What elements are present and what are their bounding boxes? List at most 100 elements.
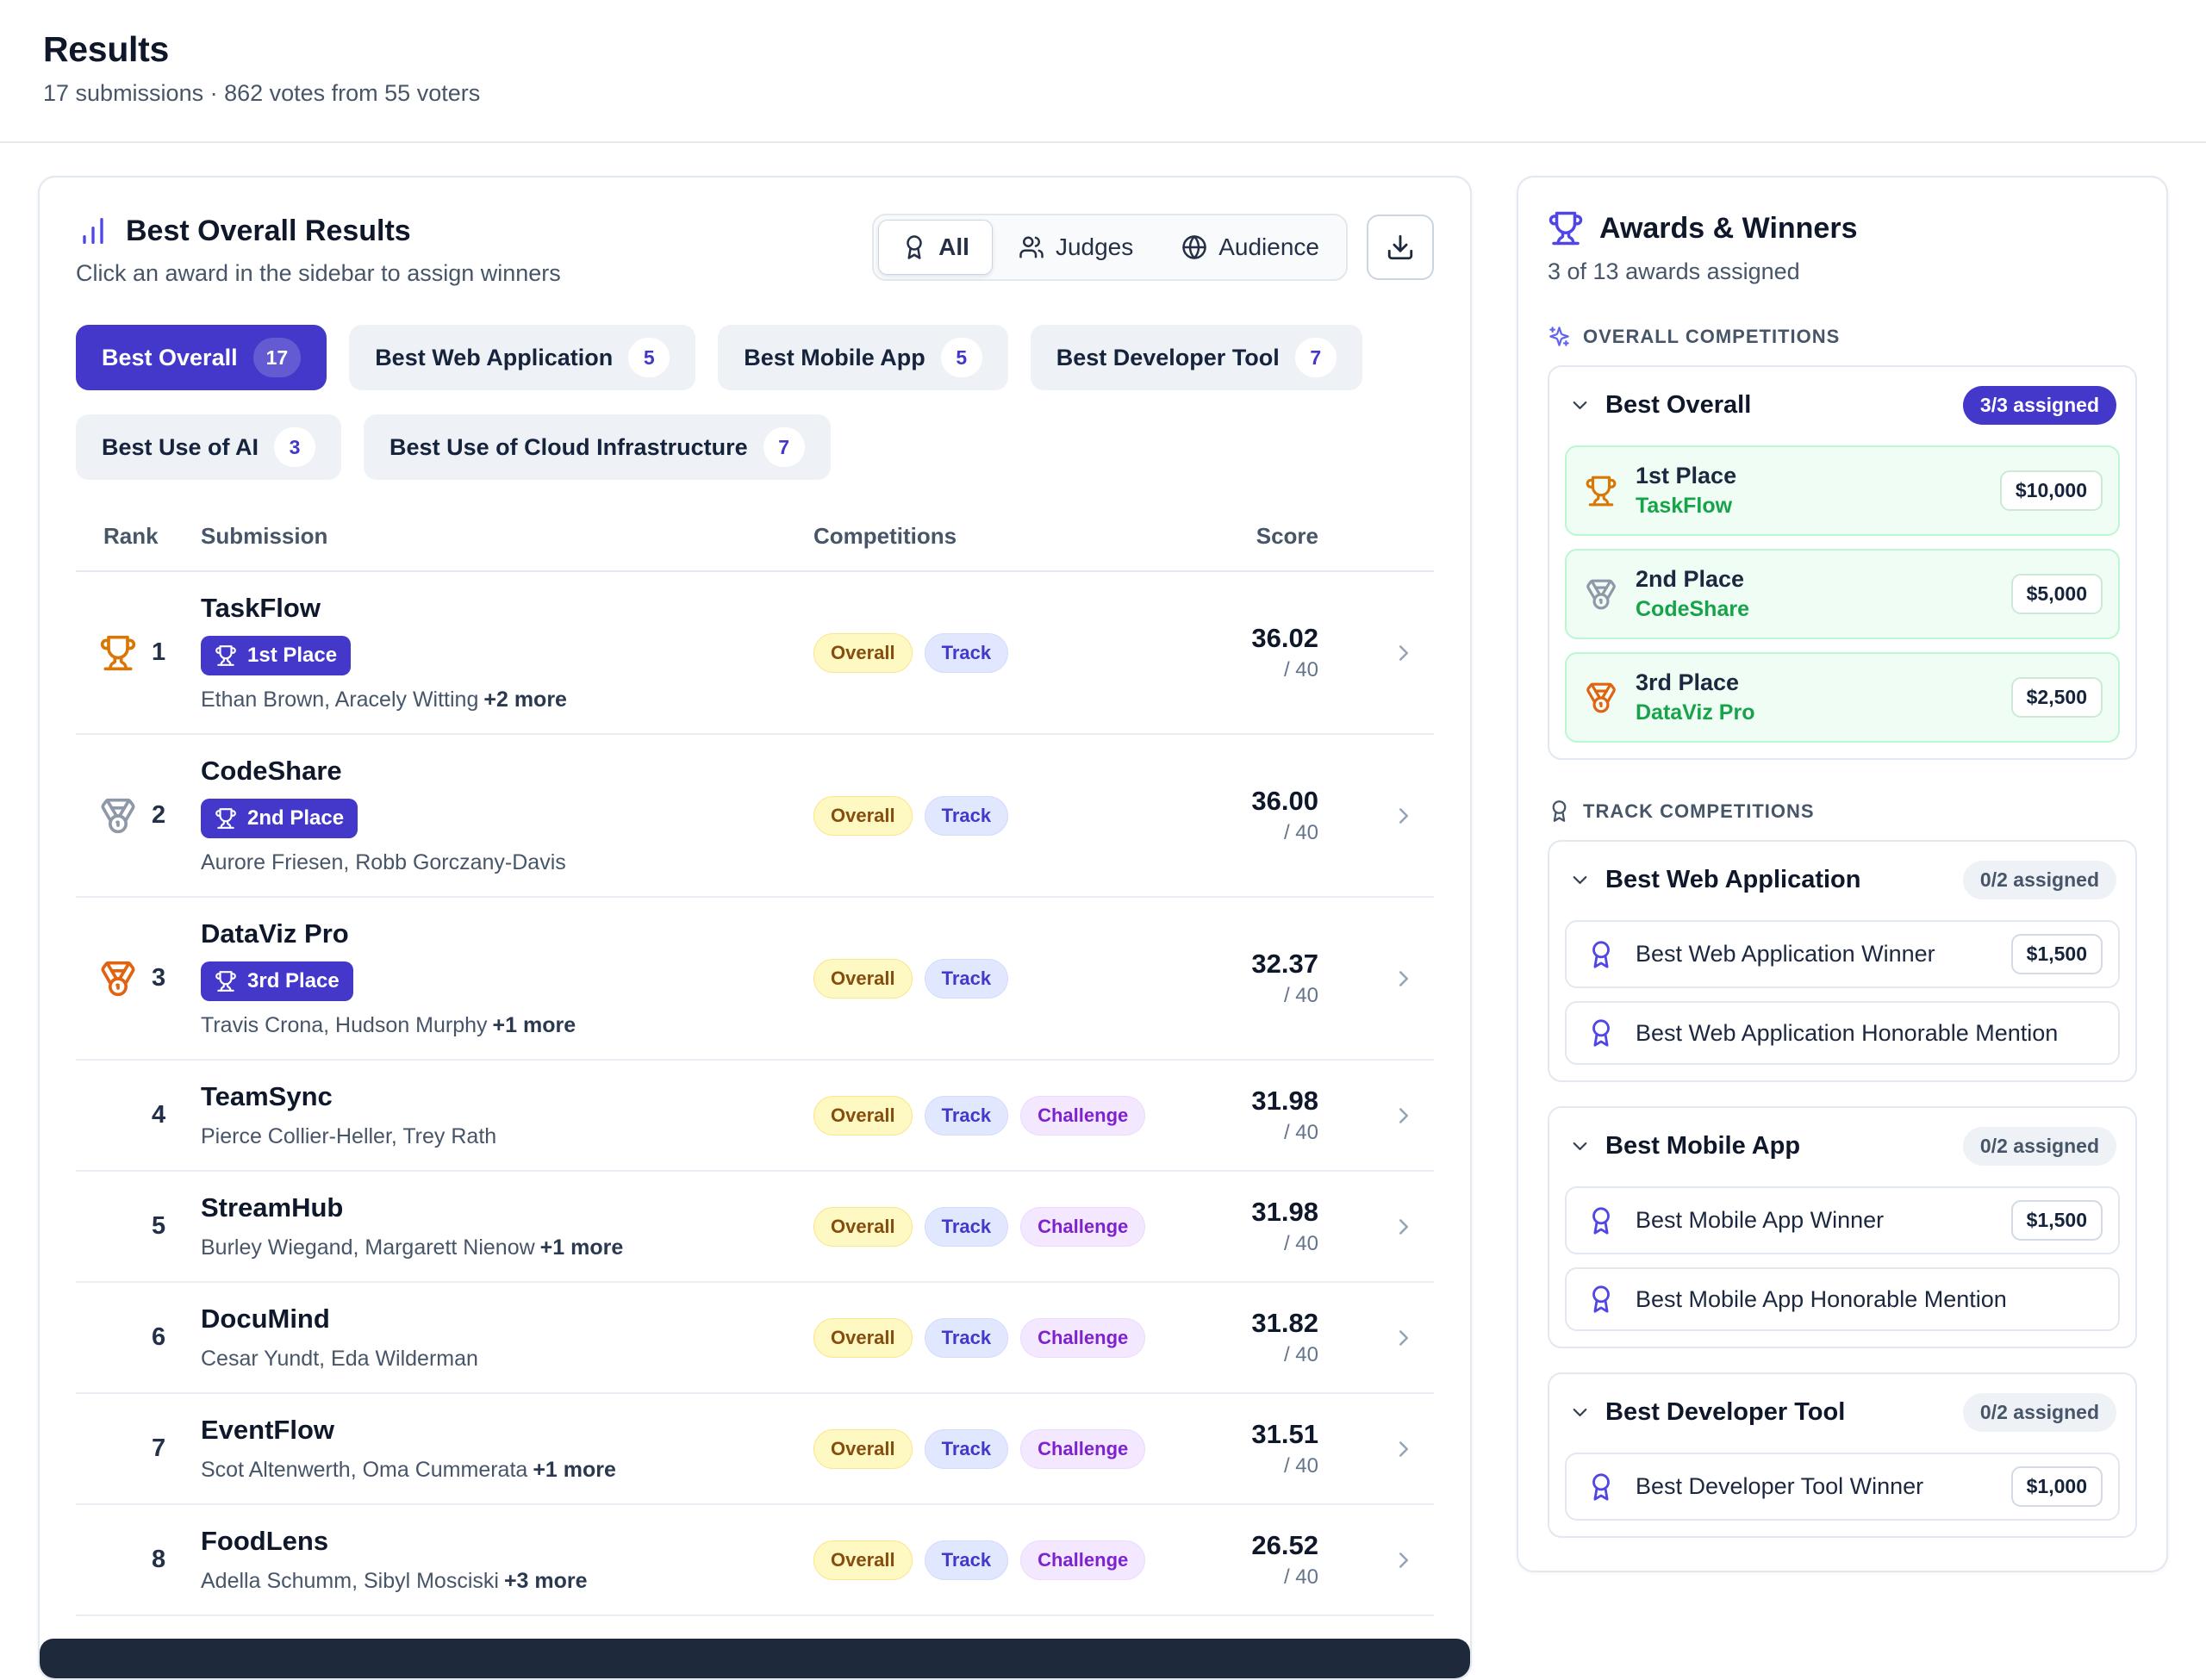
row-expand-button[interactable] [1374, 640, 1434, 666]
submission-name: DocuMind [201, 1304, 330, 1334]
trophy-icon [215, 645, 236, 666]
rank-medal-icon [98, 1540, 138, 1580]
award-winner: CodeShare [1636, 597, 1749, 621]
chevron-down-icon [1568, 394, 1592, 417]
award-group-header[interactable]: Best Web Application 0/2 assigned [1549, 842, 2135, 918]
award-list: 1st Place TaskFlow $10,000 [1549, 444, 2135, 758]
chevron-right-icon [1399, 1107, 1408, 1123]
row-expand-button[interactable] [1374, 803, 1434, 829]
award-item[interactable]: Best Web Application Winner $1,500 [1565, 920, 2120, 988]
toggle-option[interactable]: Judges [996, 220, 1156, 275]
table-row[interactable]: 7 EventFlow [76, 1394, 1434, 1505]
results-heading: Best Overall Results Click an award in t… [76, 214, 561, 287]
score-denominator: / 40 [1283, 1343, 1318, 1366]
award-item[interactable]: Best Mobile App Winner $1,500 [1565, 1186, 2120, 1254]
award-place: Best Mobile App Winner [1636, 1207, 1885, 1233]
rank-cell: 1 [76, 633, 201, 673]
filter-tab-label: Best Use of AI [102, 433, 259, 460]
filter-tab-count: 17 [252, 338, 302, 377]
rank-number: 5 [152, 1212, 166, 1240]
filter-tab-count: 5 [940, 338, 982, 377]
filter-tab[interactable]: Best Use of Cloud Infrastructure 7 [364, 414, 831, 480]
column-header-rank: Rank [103, 523, 159, 549]
team-names: Pierce Collier-Heller, Trey Rath [201, 1124, 497, 1148]
chevron-right-icon [1399, 1440, 1408, 1457]
submission-cell: DataViz Pro 3rd Place Travis Crona, Huds… [201, 918, 813, 1038]
award-list: Best Mobile App Winner $1,500 [1549, 1185, 2135, 1347]
filter-tab[interactable]: Best Mobile App 5 [718, 325, 1008, 390]
table-body: 1 TaskFlow 1st Place [76, 572, 1434, 1616]
filter-tab-count: 5 [628, 338, 670, 377]
filter-tab[interactable]: Best Overall 17 [76, 325, 327, 390]
award-icon [1582, 578, 1620, 611]
competitions-cell: Overall Track Challenge [813, 1540, 1193, 1580]
award-item[interactable]: 3rd Place DataViz Pro $2,500 [1565, 652, 2120, 743]
award-group: Best Web Application 0/2 assigned [1548, 840, 2137, 1082]
row-expand-button[interactable] [1374, 966, 1434, 992]
award-group: Best Overall 3/3 assigned [1548, 365, 2137, 760]
chevron-right-icon [1399, 970, 1408, 986]
competition-tag: Overall [813, 958, 913, 999]
award-icon [1582, 681, 1620, 714]
rank-cell: 5 [76, 1207, 201, 1247]
score-cell: 31.98 / 40 [1193, 1086, 1374, 1145]
section-label-text: TRACK COMPETITIONS [1583, 800, 1815, 822]
competition-tag: Challenge [1020, 1206, 1146, 1247]
team-names: Ethan Brown, Aracely Witting [201, 688, 479, 712]
table-row[interactable]: 8 FoodLens [76, 1505, 1434, 1616]
team-names: Aurore Friesen, Robb Gorczany-Davis [201, 850, 566, 874]
download-icon [1386, 233, 1415, 262]
filter-tab[interactable]: Best Use of AI 3 [76, 414, 342, 480]
prize-badge: $1,500 [2010, 1200, 2103, 1241]
score-value: 26.52 [1251, 1530, 1318, 1560]
award-item[interactable]: Best Web Application Honorable Mention [1565, 1001, 2120, 1065]
award-group-header[interactable]: Best Mobile App 0/2 assigned [1549, 1108, 2135, 1185]
submission-name: DataViz Pro [201, 918, 349, 949]
competition-tag: Track [924, 1206, 1009, 1247]
table-row[interactable]: 4 TeamSync [76, 1061, 1434, 1172]
awards-subtitle: 3 of 13 awards assigned [1548, 258, 1800, 284]
score-cell: 32.37 / 40 [1193, 949, 1374, 1008]
toggle-option[interactable]: All [878, 220, 993, 275]
award-item[interactable]: 2nd Place CodeShare $5,000 [1565, 549, 2120, 639]
row-expand-button[interactable] [1374, 1436, 1434, 1462]
rank-cell: 7 [76, 1429, 201, 1469]
table-row[interactable]: 3 DataViz Pro 3rd Place [76, 898, 1434, 1061]
toggle-option[interactable]: Audience [1159, 220, 1342, 275]
competition-tag: Overall [813, 1428, 913, 1469]
table-row[interactable]: 2 CodeShare 2nd Place [76, 735, 1434, 898]
team-names: Adella Schumm, Sibyl Mosciski [201, 1569, 499, 1593]
award-item[interactable]: Best Mobile App Honorable Mention [1565, 1267, 2120, 1331]
rank-medal-icon [98, 1429, 138, 1469]
place-badge-row: 1st Place [201, 636, 793, 675]
table-row[interactable]: 5 StreamHub [76, 1172, 1434, 1283]
award-item[interactable]: Best Developer Tool Winner $1,000 [1565, 1453, 2120, 1521]
competition-tag: Track [924, 795, 1009, 836]
table-row[interactable]: 6 DocuMind [76, 1283, 1434, 1394]
award-place: Best Web Application Winner [1636, 941, 1935, 967]
filter-tab-label: Best Developer Tool [1056, 344, 1280, 370]
row-expand-button[interactable] [1374, 1547, 1434, 1573]
rank-medal-icon [98, 1096, 138, 1136]
award-group-name: Best Mobile App [1605, 1132, 1801, 1160]
submission-name: CodeShare [201, 756, 342, 786]
place-badge-row: 2nd Place [201, 799, 793, 838]
competition-tag: Challenge [1020, 1317, 1146, 1358]
award-group-header[interactable]: Best Overall 3/3 assigned [1549, 367, 2135, 444]
award-group-name: Best Overall [1605, 391, 1752, 419]
award-text: Best Mobile App Honorable Mention [1636, 1286, 2103, 1313]
score-value: 31.98 [1251, 1197, 1318, 1227]
table-row[interactable]: 1 TaskFlow 1st Place [76, 572, 1434, 735]
filter-tab[interactable]: Best Developer Tool 7 [1030, 325, 1362, 390]
award-text: 1st Place TaskFlow [1636, 463, 1985, 519]
row-expand-button[interactable] [1374, 1325, 1434, 1351]
award-group-list: Best Overall 3/3 assigned [1548, 365, 2137, 760]
team-more: +1 more [539, 1235, 624, 1260]
row-expand-button[interactable] [1374, 1103, 1434, 1129]
row-expand-button[interactable] [1374, 1214, 1434, 1240]
award-item[interactable]: 1st Place TaskFlow $10,000 [1565, 445, 2120, 536]
award-group-header[interactable]: Best Developer Tool 0/2 assigned [1549, 1374, 2135, 1451]
column-header-competitions: Competitions [813, 523, 957, 549]
filter-tab[interactable]: Best Web Application 5 [349, 325, 696, 390]
download-button[interactable] [1367, 215, 1434, 280]
